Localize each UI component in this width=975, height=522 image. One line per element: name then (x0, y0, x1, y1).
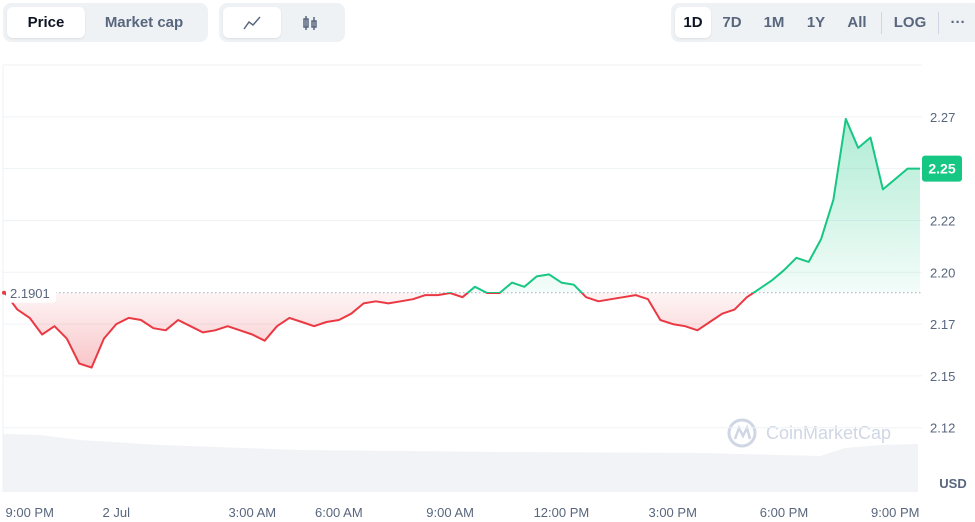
current-price-tag (922, 155, 962, 182)
price-line (4, 117, 920, 369)
range-tabs: 1D 7D 1M 1Y All LOG ··· (671, 3, 975, 42)
range-7d[interactable]: 7D (722, 14, 742, 31)
x-tick-label: 6:00 AM (315, 505, 363, 520)
volume-background (3, 434, 918, 492)
baseline-label-bg (6, 282, 56, 303)
range-1d[interactable]: 1D (675, 7, 711, 38)
line-chart-button[interactable] (223, 7, 281, 38)
x-tick-label: 12:00 PM (534, 505, 590, 520)
x-tick-label: 9:00 PM (6, 505, 54, 520)
x-tick-label: 9:00 PM (871, 505, 919, 520)
y-tick-label: 2.17 (930, 317, 955, 332)
x-tick-label: 6:00 PM (760, 505, 808, 520)
range-1y[interactable]: 1Y (806, 14, 826, 31)
watermark: CoinMarketCap (727, 418, 891, 448)
x-tick-label: 2 Jul (103, 505, 131, 520)
tab-market-cap[interactable]: Market cap (104, 14, 184, 31)
x-tick-label: 3:00 AM (228, 505, 276, 520)
y-tick-label: 2.22 (930, 213, 955, 228)
log-toggle[interactable]: LOG (893, 14, 927, 31)
currency-unit: USD (939, 476, 966, 491)
y-tick-label: 2.15 (930, 369, 955, 384)
candle-icon (303, 15, 317, 30)
y-tick-label: 2.27 (930, 110, 955, 125)
range-1m[interactable]: 1M (763, 14, 785, 31)
x-tick-label: 3:00 PM (648, 505, 696, 520)
tab-price[interactable]: Price (7, 7, 85, 38)
current-price-label: 2.25 (928, 161, 955, 177)
candle-chart-button[interactable] (281, 7, 339, 38)
y-tick-label: 2.12 (930, 421, 955, 436)
y-tick-label: 2.20 (930, 265, 955, 280)
more-button[interactable]: ··· (950, 14, 966, 31)
line-icon (243, 16, 261, 29)
watermark-text: CoinMarketCap (766, 423, 891, 443)
baseline-label: 2.1901 (10, 286, 50, 301)
baseline-dot (2, 290, 6, 295)
chart-style-tabs (219, 3, 345, 42)
separator (938, 11, 939, 34)
metric-tabs: Price Market cap (3, 3, 208, 42)
separator (881, 11, 882, 34)
range-all[interactable]: All (847, 14, 867, 31)
x-tick-label: 9:00 AM (426, 505, 474, 520)
price-area (5, 118, 920, 368)
